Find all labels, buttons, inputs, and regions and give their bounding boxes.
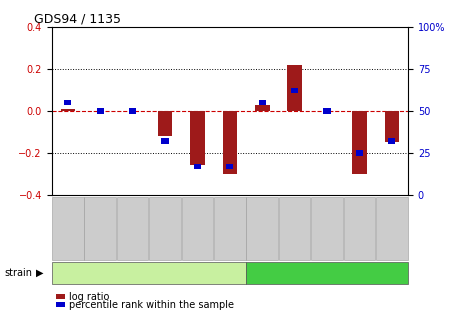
Bar	[129, 108, 136, 114]
Bar	[222, 111, 237, 174]
Bar	[385, 111, 399, 142]
Bar	[190, 111, 204, 166]
Text: GSM1637: GSM1637	[160, 210, 169, 247]
Text: GSM1644: GSM1644	[225, 210, 234, 247]
Bar	[97, 108, 104, 114]
Text: GSM1645: GSM1645	[257, 210, 267, 247]
Text: BY4716: BY4716	[129, 268, 168, 278]
Text: GSM1647: GSM1647	[323, 210, 332, 247]
Text: strain: strain	[5, 268, 33, 278]
Text: wild type: wild type	[303, 268, 351, 278]
Text: GSM1634: GSM1634	[63, 210, 72, 247]
Bar	[161, 138, 168, 144]
Bar	[287, 65, 302, 111]
Text: percentile rank within the sample: percentile rank within the sample	[69, 300, 234, 310]
Bar	[255, 104, 270, 111]
Text: GDS94 / 1135: GDS94 / 1135	[34, 13, 121, 26]
Text: GSM1636: GSM1636	[128, 210, 137, 247]
Text: GSM1635: GSM1635	[96, 210, 105, 247]
Bar	[258, 100, 266, 105]
Text: log ratio: log ratio	[69, 292, 110, 301]
Bar	[194, 164, 201, 169]
Bar	[61, 109, 75, 111]
Bar	[388, 138, 395, 144]
Bar	[324, 108, 331, 114]
Bar	[352, 111, 367, 174]
Bar	[291, 88, 298, 93]
Bar	[64, 100, 71, 105]
Bar	[158, 111, 172, 136]
Bar	[356, 150, 363, 156]
Text: GSM1646: GSM1646	[290, 210, 299, 247]
Text: ▶: ▶	[36, 268, 44, 278]
Text: GSM1650: GSM1650	[355, 210, 364, 247]
Text: GSM1651: GSM1651	[387, 210, 396, 247]
Bar	[226, 164, 234, 169]
Text: GSM1638: GSM1638	[193, 210, 202, 247]
